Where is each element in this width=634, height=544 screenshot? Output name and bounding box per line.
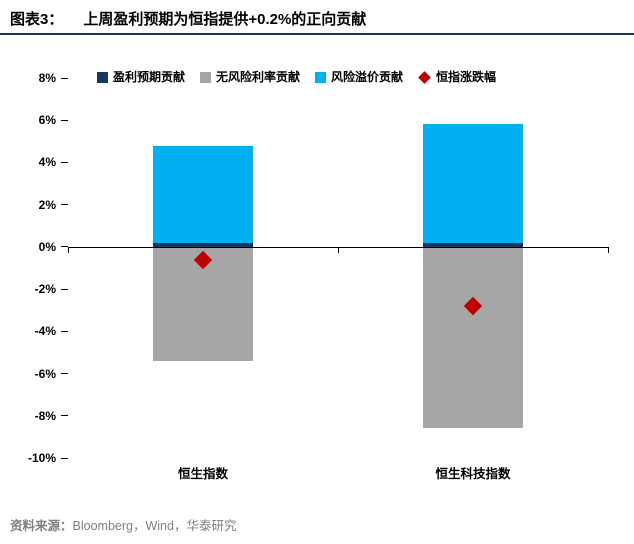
y-tick-label: -8%: [34, 408, 56, 423]
legend-item: 恒指涨跌幅: [418, 70, 497, 84]
legend-label: 无风险利率贡献: [216, 70, 301, 84]
legend-diamond-swatch: [418, 70, 431, 84]
category-tick: [608, 246, 609, 253]
legend-item: 无风险利率贡献: [200, 71, 300, 83]
y-tick-mark: [61, 288, 68, 290]
source-text: Bloomberg，Wind，华泰研究: [72, 519, 237, 533]
source-note: 资料来源：Bloomberg，Wind，华泰研究: [10, 515, 236, 534]
bar-segment: [423, 242, 523, 247]
y-tick-label: 6%: [38, 113, 56, 128]
bar-segment: [153, 242, 253, 247]
category-tick: [68, 246, 69, 253]
y-tick-mark: [61, 330, 68, 332]
y-tick-mark: [61, 204, 68, 206]
x-axis-label: 恒生指数: [177, 467, 229, 481]
legend-label: 恒指涨跌幅: [436, 70, 497, 84]
header-divider: [0, 33, 634, 35]
y-tick-label: 8%: [38, 71, 56, 85]
y-tick-mark: [61, 119, 68, 121]
legend-label: 风险溢价贡献: [331, 70, 404, 84]
y-tick-mark: [61, 77, 68, 79]
legend-square-swatch: [200, 71, 212, 83]
legend-square-swatch: [97, 71, 108, 83]
chart-legend: 盈利预期贡献 无风险利率贡献 风险溢价贡献 恒指涨跌幅: [97, 70, 497, 84]
y-tick-label: -10%: [27, 451, 56, 465]
y-tick-mark: [61, 457, 68, 459]
y-tick-label: 4%: [38, 155, 56, 170]
bar-segment: [423, 246, 523, 429]
figure-header: 图表3： 上周盈利预期为恒指提供+0.2%的正向贡献: [10, 8, 366, 29]
legend-label: 盈利预期贡献: [113, 70, 186, 84]
bar-segment: [153, 145, 253, 243]
legend-square-swatch: [315, 71, 327, 83]
y-tick-mark: [61, 161, 68, 163]
figure-number: 图表3：: [10, 11, 64, 28]
y-tick-label: 0%: [38, 239, 56, 254]
bar-segment: [423, 124, 523, 243]
x-axis-label: 恒生科技指数: [435, 467, 511, 481]
y-tick-label: -2%: [34, 282, 56, 297]
y-tick-mark: [61, 373, 68, 375]
y-tick-label: -6%: [34, 366, 56, 381]
y-tick-label: 2%: [38, 197, 56, 212]
legend-item: 风险溢价贡献: [315, 71, 403, 83]
source-label: 资料来源：: [10, 519, 73, 533]
category-tick: [338, 246, 339, 253]
legend-item: 盈利预期贡献: [97, 71, 185, 83]
figure-title: 上周盈利预期为恒指提供+0.2%的正向贡献: [83, 11, 367, 28]
y-tick-label: -4%: [34, 324, 56, 339]
y-tick-mark: [61, 415, 68, 417]
y-tick-mark: [61, 246, 68, 248]
